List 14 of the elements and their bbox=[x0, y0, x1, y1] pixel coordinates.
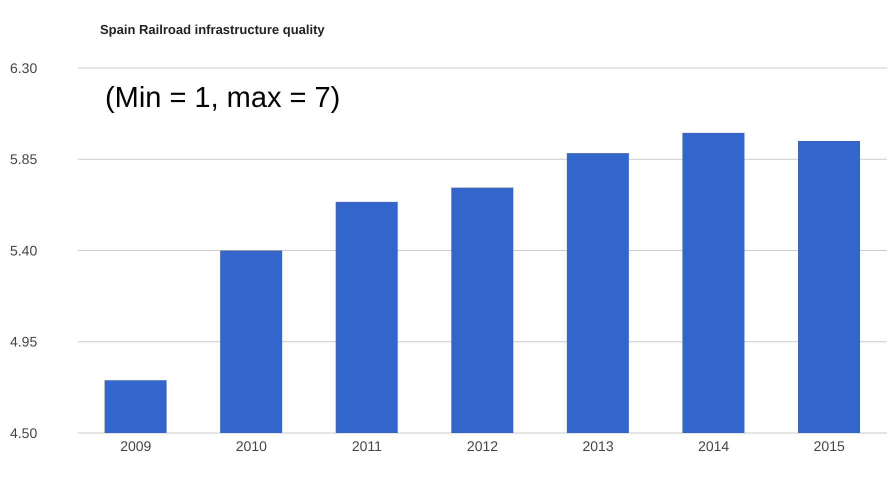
y-tick-label: 5.40 bbox=[10, 242, 38, 258]
y-tick-label: 4.95 bbox=[10, 334, 38, 350]
x-tick-label: 2010 bbox=[236, 438, 268, 454]
annotation: (Min = 1, max = 7) bbox=[105, 82, 340, 115]
y-tick-label: 4.50 bbox=[10, 424, 38, 441]
y-tick-label: 5.85 bbox=[10, 151, 38, 168]
x-tick-label: 2014 bbox=[698, 438, 730, 454]
x-tick-label: 2012 bbox=[466, 438, 498, 454]
x-tick-label: 2013 bbox=[582, 438, 614, 454]
chart-title: Spain Railroad infrastructure quality bbox=[100, 22, 325, 37]
x-tick-label: 2011 bbox=[352, 438, 382, 454]
x-tick-label: 2009 bbox=[120, 438, 152, 454]
x-tick-label: 2015 bbox=[814, 438, 845, 454]
y-tick-label: 6.30 bbox=[10, 60, 38, 76]
